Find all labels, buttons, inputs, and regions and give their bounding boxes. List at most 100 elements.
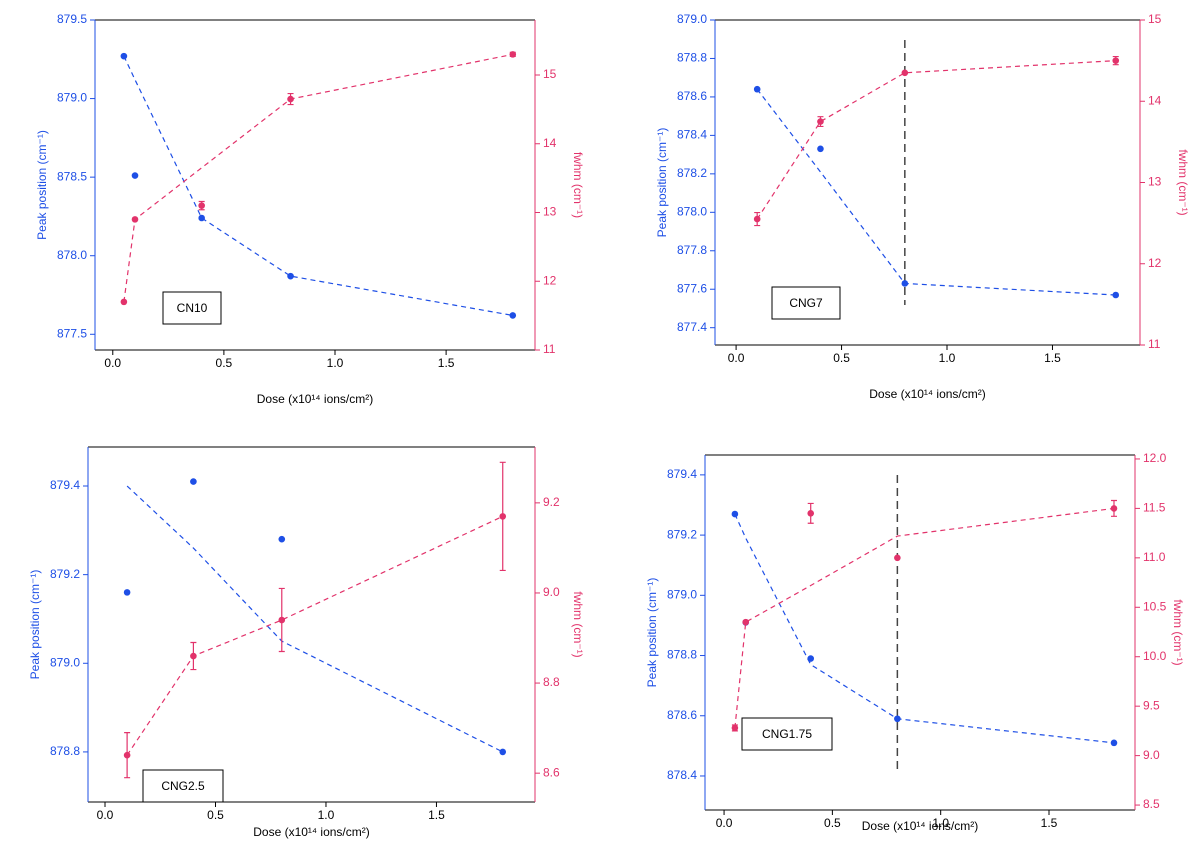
- y-tick-label: 878.4: [667, 768, 697, 782]
- data-point: [509, 312, 517, 319]
- x-tick-label: 1.0: [939, 351, 956, 365]
- y2-axis-label: fwhm (cm⁻¹): [1176, 149, 1190, 215]
- data-point: [499, 748, 507, 756]
- data-point: [499, 513, 507, 520]
- y-tick-label: 878.6: [667, 708, 697, 722]
- fit-line: [126, 515, 503, 756]
- data-point: [1112, 291, 1120, 299]
- y2-tick-label: 11.5: [1143, 501, 1166, 515]
- y-tick-label: 878.5: [57, 169, 87, 183]
- annotation-box: [162, 291, 222, 325]
- fit-line: [756, 88, 1116, 296]
- y2-tick-label: 9.0: [543, 585, 560, 599]
- y2-tick-label: 12: [543, 273, 557, 287]
- y-tick-label: 879.5: [57, 12, 87, 26]
- y-axis-label: Peak position (cm⁻¹): [655, 128, 669, 238]
- panel: 0.0 0.5 1.0 1.5 877.5 878.0 878.5 879.0 879.5 11 1…: [35, 12, 585, 406]
- x-axis-label: Dose (x10¹⁴ ions/cm²): [869, 387, 986, 401]
- y2-axis-label: fwhm (cm⁻¹): [1171, 599, 1185, 665]
- y-tick-label: 878.8: [677, 51, 707, 65]
- fit-line: [756, 60, 1116, 220]
- data-point: [901, 69, 909, 77]
- y-tick-label: 878.6: [677, 89, 707, 103]
- y-tick-label: 877.8: [677, 243, 707, 257]
- y-axis-label: Peak position (cm⁻¹): [35, 130, 49, 240]
- panel: 0.0 0.5 1.0 1.5 878.4 878.6 878.8 879.0 879.2 879…: [645, 451, 1185, 833]
- data-point: [278, 535, 286, 543]
- y-tick-label: 879.2: [50, 567, 80, 581]
- annotation-box: [771, 286, 841, 320]
- x-tick-label: 0.0: [104, 356, 121, 370]
- fit-line: [734, 507, 1115, 728]
- y-axis-label: Peak position (cm⁻¹): [28, 570, 42, 680]
- x-tick-label: 0.0: [97, 808, 114, 822]
- x-tick-label: 1.0: [318, 808, 335, 822]
- y-axis-label: Peak position (cm⁻¹): [645, 578, 659, 688]
- x-tick-label: 0.0: [716, 816, 733, 830]
- data-point: [131, 172, 139, 179]
- annotation: CNG2.5: [161, 779, 205, 793]
- y-tick-label: 877.6: [677, 281, 707, 295]
- y2-tick-label: 11.0: [1143, 550, 1166, 564]
- y-tick-label: 879.4: [667, 467, 697, 481]
- x-axis-label: Dose (x10¹⁴ ions/cm²): [257, 392, 374, 406]
- data-point: [123, 589, 131, 596]
- y2-tick-label: 12: [1148, 256, 1162, 270]
- y2-tick-label: 11: [1148, 337, 1161, 351]
- fit-line: [126, 485, 504, 753]
- data-point: [198, 202, 205, 209]
- y2-tick-label: 13: [1148, 175, 1162, 189]
- y-tick-label: 878.8: [50, 744, 80, 758]
- x-tick-label: 0.5: [833, 351, 850, 365]
- annotation: CN10: [177, 301, 208, 315]
- data-point: [817, 118, 824, 125]
- y2-tick-label: 11: [543, 342, 556, 356]
- y2-tick-label: 13: [543, 205, 557, 219]
- y2-tick-label: 15: [543, 67, 557, 81]
- data-point: [742, 618, 750, 626]
- y-tick-label: 879.4: [50, 478, 80, 492]
- fit-line: [123, 55, 513, 317]
- x-tick-label: 0.5: [216, 356, 233, 370]
- y-tick-label: 877.4: [677, 320, 707, 334]
- x-axis-label: Dose (x10¹⁴ ions/cm²): [253, 825, 370, 839]
- y-tick-label: 878.4: [677, 128, 707, 142]
- y2-tick-label: 15: [1148, 12, 1162, 26]
- data-point: [278, 616, 286, 624]
- x-tick-label: 1.5: [438, 356, 455, 370]
- y2-tick-label: 8.8: [543, 675, 560, 689]
- annotation-box: [741, 717, 833, 751]
- y2-axis-label: fwhm (cm⁻¹): [571, 591, 585, 657]
- y2-tick-label: 9.0: [1143, 748, 1160, 762]
- x-tick-label: 1.5: [428, 808, 445, 822]
- y-tick-label: 879.0: [57, 91, 87, 105]
- y2-tick-label: 14: [1148, 93, 1162, 107]
- fit-line: [734, 513, 1115, 744]
- y2-tick-label: 12.0: [1143, 451, 1167, 465]
- data-point: [190, 478, 197, 485]
- data-point: [807, 510, 815, 517]
- annotation-box: [142, 769, 224, 803]
- y-tick-label: 879.0: [667, 587, 697, 601]
- y-tick-label: 878.8: [667, 648, 697, 662]
- y-tick-label: 878.0: [677, 204, 707, 218]
- y2-tick-label: 9.5: [1143, 698, 1160, 712]
- x-tick-label: 0.5: [824, 816, 841, 830]
- x-tick-label: 0.5: [207, 808, 224, 822]
- y-tick-label: 879.2: [667, 527, 697, 541]
- panel: 0.0 0.5 1.0 1.5 878.8 879.0 879.2 879.4 8.6 8.8 9.…: [28, 446, 585, 839]
- panel: 0.0 0.5 1.0 1.5 877.4 877.6 877.8 878.0 878.2 878…: [655, 12, 1190, 401]
- y2-tick-label: 10.5: [1143, 599, 1167, 613]
- x-axis-label: Dose (x10¹⁴ ions/cm²): [862, 819, 979, 833]
- annotation: CNG1.75: [762, 727, 812, 741]
- y-tick-label: 877.5: [57, 326, 87, 340]
- y-tick-label: 879.0: [677, 12, 707, 26]
- x-tick-label: 1.5: [1044, 351, 1061, 365]
- y2-tick-label: 8.5: [1143, 797, 1160, 811]
- data-point: [198, 214, 205, 222]
- x-tick-label: 1.5: [1041, 816, 1058, 830]
- fit-line: [123, 53, 513, 302]
- y2-tick-label: 14: [543, 136, 557, 150]
- x-tick-label: 1.0: [932, 816, 949, 830]
